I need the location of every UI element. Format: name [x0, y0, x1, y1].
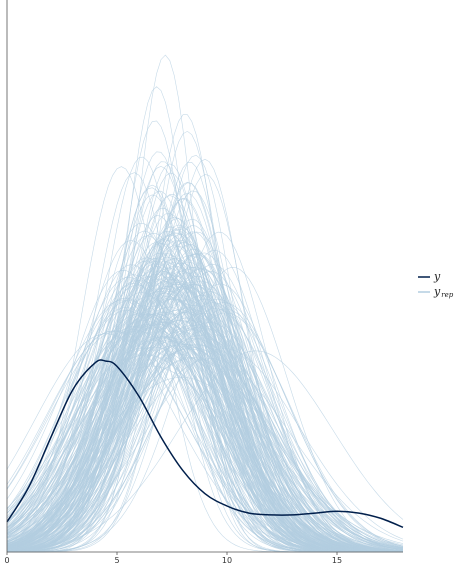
y-rep-line — [6, 309, 404, 552]
y-rep-line — [6, 287, 404, 552]
y-series-line — [6, 359, 404, 528]
y-rep-line — [6, 263, 403, 553]
y-rep-line — [6, 261, 404, 553]
y-rep-line — [6, 308, 404, 552]
legend-y-label: y — [433, 270, 441, 283]
y-rep-line — [6, 321, 404, 552]
y-rep-line — [6, 263, 404, 553]
y-rep-line — [6, 297, 404, 553]
x-axis-ticks: 0 5 10 15 — [4, 552, 342, 565]
legend-y-rep-subscript: rep — [441, 291, 453, 299]
y-rep-line — [6, 312, 404, 552]
y-rep-line — [6, 365, 404, 550]
y-rep-line — [6, 344, 404, 547]
x-tick-label: 0 — [4, 556, 9, 565]
y-rep-series — [6, 54, 404, 553]
legend: y yrep — [418, 270, 454, 299]
x-tick-label: 10 — [222, 556, 232, 565]
legend-y-rep-main: y — [433, 285, 441, 298]
y-rep-line — [6, 257, 403, 553]
y-rep-line — [6, 326, 404, 550]
y-rep-line — [6, 331, 404, 551]
y-rep-line — [6, 276, 403, 553]
legend-y-rep-label: yrep — [433, 285, 454, 299]
x-tick-label: 5 — [114, 556, 119, 565]
y-rep-line — [6, 218, 403, 553]
y-rep-line — [6, 296, 404, 553]
y-rep-line — [6, 337, 404, 548]
x-tick-label: 15 — [332, 556, 342, 565]
y-rep-line — [6, 343, 404, 550]
y-rep-line — [6, 255, 403, 553]
y-rep-line — [6, 329, 404, 550]
y-rep-line — [6, 335, 404, 552]
y-rep-line — [6, 268, 404, 552]
y-rep-line — [6, 284, 404, 552]
y-rep-line — [6, 336, 404, 552]
